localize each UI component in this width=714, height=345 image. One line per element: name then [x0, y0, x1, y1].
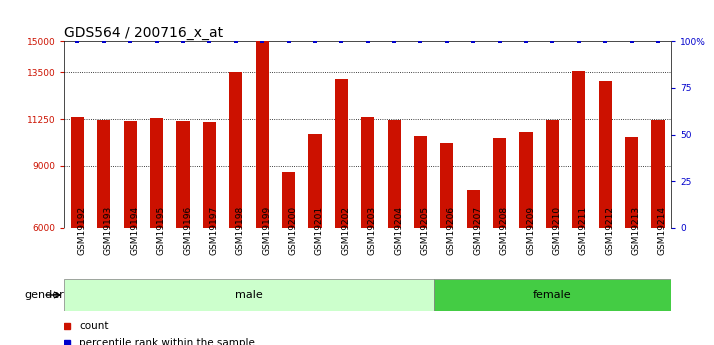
Bar	[625, 137, 638, 228]
Text: GSM19207: GSM19207	[473, 206, 482, 255]
Text: GSM19198: GSM19198	[236, 206, 245, 255]
Bar	[64, 279, 433, 311]
Bar	[150, 118, 164, 228]
Text: GSM19203: GSM19203	[368, 206, 377, 255]
Bar	[467, 190, 480, 228]
Bar	[572, 71, 585, 228]
Bar	[493, 138, 506, 228]
Bar	[651, 120, 665, 228]
Bar	[124, 121, 137, 228]
Bar	[256, 41, 268, 228]
Text: GSM19210: GSM19210	[553, 206, 561, 255]
Text: GSM19196: GSM19196	[183, 206, 192, 255]
Text: GSM19199: GSM19199	[262, 206, 271, 255]
Text: GSM19206: GSM19206	[447, 206, 456, 255]
Text: GSM19197: GSM19197	[209, 206, 218, 255]
Bar	[97, 120, 111, 228]
Text: GSM19208: GSM19208	[500, 206, 508, 255]
Bar	[545, 120, 559, 228]
Bar	[282, 172, 295, 228]
Text: GSM19202: GSM19202	[341, 206, 351, 255]
Text: GSM19213: GSM19213	[632, 206, 640, 255]
Bar	[598, 81, 612, 228]
Bar	[520, 132, 533, 228]
Bar	[335, 79, 348, 228]
Text: count: count	[79, 321, 109, 331]
Text: GSM19200: GSM19200	[288, 206, 298, 255]
Text: gender: gender	[24, 290, 64, 300]
Text: GSM19194: GSM19194	[130, 206, 139, 255]
Bar	[433, 279, 671, 311]
Text: GSM19195: GSM19195	[156, 206, 166, 255]
Text: GSM19204: GSM19204	[394, 206, 403, 255]
Bar	[229, 72, 242, 228]
Text: male: male	[235, 290, 263, 300]
Bar	[388, 120, 401, 228]
Text: GSM19211: GSM19211	[579, 206, 588, 255]
Text: female: female	[533, 290, 572, 300]
Text: GSM19212: GSM19212	[605, 206, 614, 255]
Bar	[71, 117, 84, 228]
Bar	[361, 117, 374, 228]
Bar	[203, 121, 216, 228]
Bar	[414, 136, 427, 228]
Text: GSM19201: GSM19201	[315, 206, 324, 255]
Text: GSM19214: GSM19214	[658, 206, 667, 255]
Text: GDS564 / 200716_x_at: GDS564 / 200716_x_at	[64, 26, 223, 40]
Text: GSM19193: GSM19193	[104, 206, 113, 255]
Bar	[441, 143, 453, 228]
Bar	[308, 134, 321, 228]
Text: GSM19205: GSM19205	[421, 206, 430, 255]
Bar	[176, 121, 190, 228]
Text: percentile rank within the sample: percentile rank within the sample	[79, 338, 256, 345]
Text: GSM19209: GSM19209	[526, 206, 535, 255]
Text: GSM19192: GSM19192	[77, 206, 86, 255]
